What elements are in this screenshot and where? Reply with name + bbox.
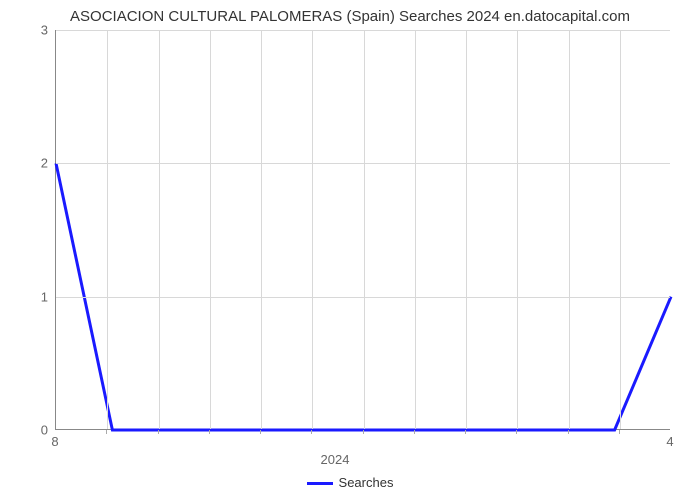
gridline-v — [517, 30, 518, 429]
x-minor-tick — [260, 430, 261, 434]
gridline-v — [107, 30, 108, 429]
x-minor-tick — [619, 430, 620, 434]
x-minor-tick — [209, 430, 210, 434]
gridline-v — [620, 30, 621, 429]
legend-swatch — [307, 482, 333, 485]
line-chart: ASOCIACION CULTURAL PALOMERAS (Spain) Se… — [0, 0, 700, 500]
y-tick-label: 0 — [8, 423, 48, 438]
gridline-v — [261, 30, 262, 429]
gridline-v — [364, 30, 365, 429]
x-axis-sub-label: 2024 — [0, 452, 670, 467]
gridline-v — [159, 30, 160, 429]
x-minor-tick — [363, 430, 364, 434]
x-left-outer-label: 8 — [51, 434, 58, 449]
y-tick-label: 2 — [8, 156, 48, 171]
y-tick-label: 3 — [8, 23, 48, 38]
y-tick-label: 1 — [8, 289, 48, 304]
plot-area — [55, 30, 670, 430]
x-minor-tick — [516, 430, 517, 434]
gridline-v — [569, 30, 570, 429]
x-right-outer-label: 4 — [666, 434, 673, 449]
x-minor-tick — [106, 430, 107, 434]
chart-title: ASOCIACION CULTURAL PALOMERAS (Spain) Se… — [0, 8, 700, 25]
x-minor-tick — [568, 430, 569, 434]
gridline-v — [210, 30, 211, 429]
legend-label: Searches — [339, 475, 394, 490]
x-minor-tick — [414, 430, 415, 434]
legend: Searches — [0, 475, 700, 490]
gridline-v — [466, 30, 467, 429]
x-minor-tick — [465, 430, 466, 434]
gridline-v — [312, 30, 313, 429]
x-minor-tick — [311, 430, 312, 434]
x-minor-tick — [158, 430, 159, 434]
gridline-v — [415, 30, 416, 429]
